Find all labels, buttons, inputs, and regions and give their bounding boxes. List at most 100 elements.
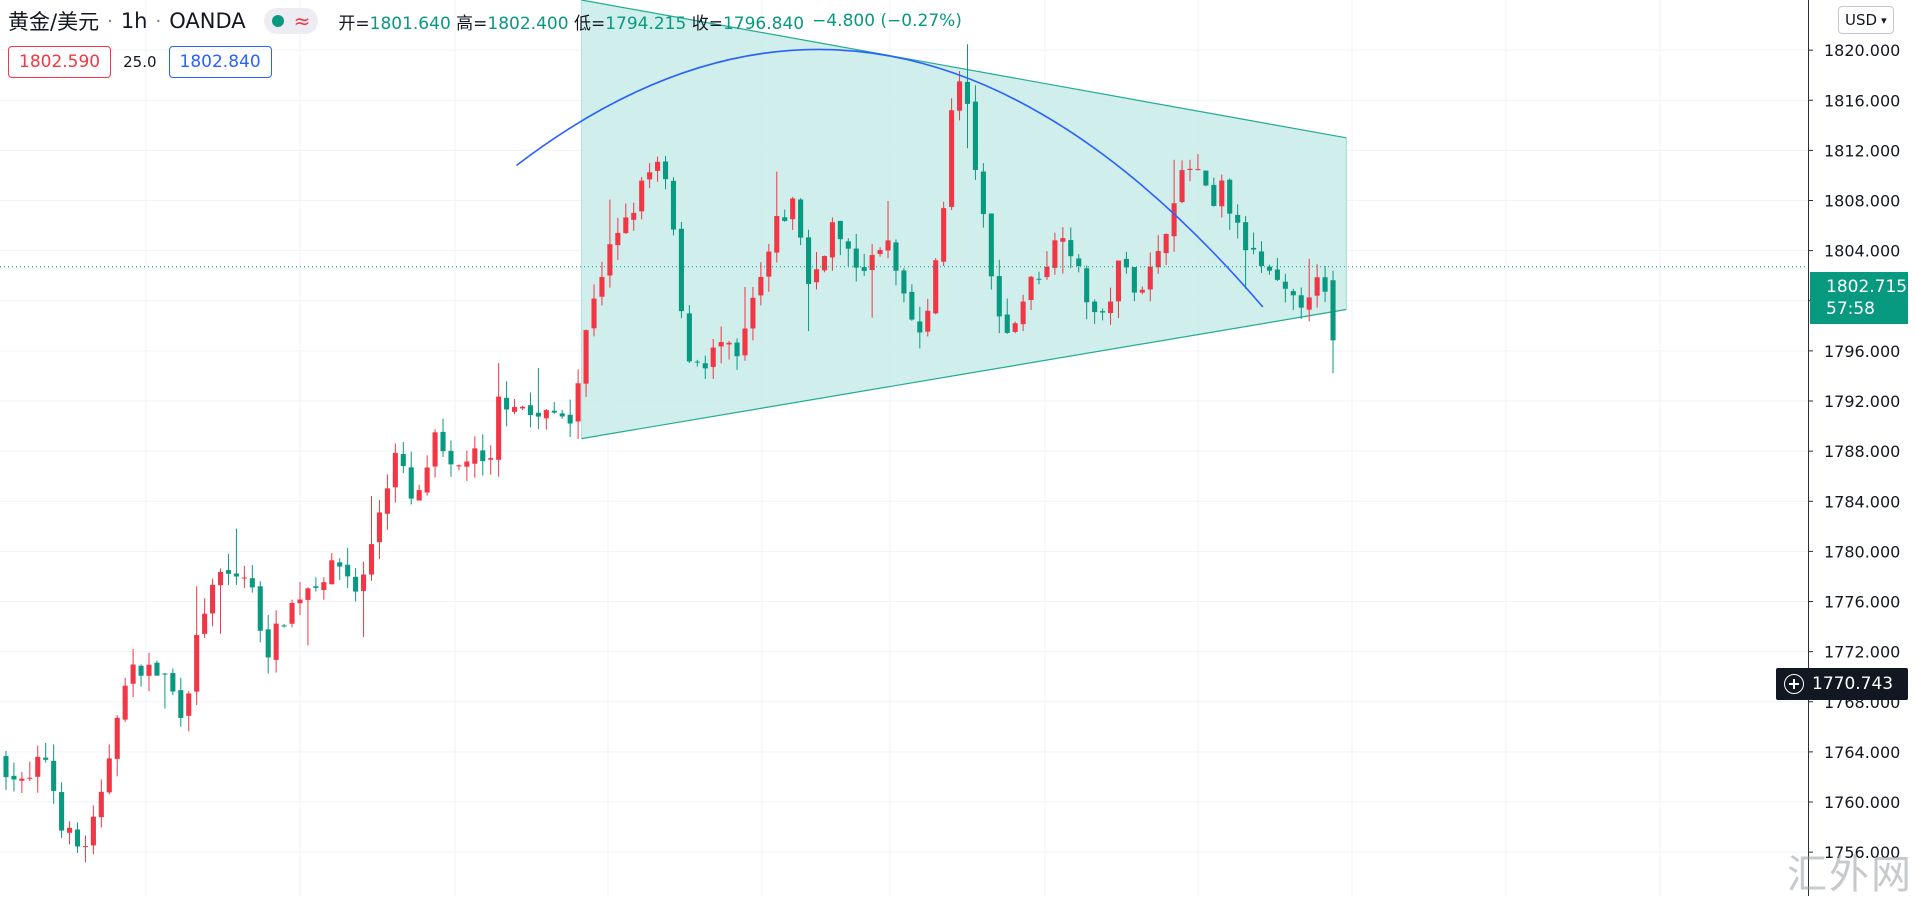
triangle-lower-line [581, 308, 1347, 440]
candle-body [408, 467, 414, 499]
candle-body [27, 777, 33, 779]
ohlc-values: 开=1801.640 高=1802.400 低=1794.215 收=1796.… [338, 9, 804, 34]
market-status-toggle[interactable]: ≈ [263, 8, 319, 34]
candle-body [202, 613, 208, 634]
candle-body [257, 586, 263, 631]
candle-body [885, 240, 891, 251]
candle-body [559, 413, 565, 417]
candle-body [353, 576, 359, 592]
separator: · [155, 10, 162, 32]
price-axis-label: 1780.000 [1824, 542, 1900, 561]
candle-body [321, 582, 327, 591]
symbol-name[interactable]: 黄金/美元 [8, 10, 100, 34]
candle-body [472, 448, 478, 464]
candle-body [1004, 314, 1010, 333]
candle-body [1187, 168, 1193, 170]
candle-body [591, 298, 597, 329]
price-axis-label: 1796.000 [1824, 342, 1900, 361]
candle-body [567, 414, 573, 424]
candle-body [543, 410, 549, 419]
candle-body [1219, 180, 1225, 207]
candle-body [337, 562, 343, 567]
crosshair-price-label[interactable]: 1770.743 [1776, 668, 1908, 700]
candle-body [1203, 170, 1209, 186]
candle-body [289, 602, 295, 624]
candle-body [1163, 233, 1169, 254]
candle-body [448, 450, 454, 465]
candle-body [1036, 278, 1042, 280]
candle-body [1243, 222, 1249, 251]
candle-body [1084, 268, 1090, 303]
candle-body [512, 407, 518, 412]
candle-body [599, 277, 605, 297]
candle-body [1274, 269, 1280, 280]
price-axis-label: 1808.000 [1824, 192, 1900, 211]
candle-body [1258, 251, 1265, 266]
price-axis-label: 1764.000 [1824, 743, 1900, 762]
candle-body [1298, 295, 1304, 308]
candle-body [519, 406, 526, 409]
candle-body [774, 216, 780, 253]
candle-body [1195, 169, 1201, 171]
candle-body [678, 228, 684, 312]
candle-body [1060, 238, 1066, 242]
timeframe[interactable]: 1h [120, 9, 148, 33]
candle-body [273, 623, 279, 660]
add-alert-icon[interactable] [1784, 674, 1804, 694]
candle-body [35, 756, 41, 777]
candle-body [655, 161, 661, 171]
candle-body [941, 208, 947, 262]
price-axis-label: 1784.000 [1824, 492, 1900, 511]
candle-body [670, 180, 677, 230]
candle-body [837, 220, 843, 240]
candle-body [718, 342, 724, 347]
candle-body [1211, 184, 1217, 206]
candle-body [305, 588, 311, 600]
candle-body [11, 775, 17, 780]
buy-price-button[interactable]: 1802.840 [168, 46, 272, 78]
data-source: OANDA [169, 9, 246, 33]
candle-body [734, 342, 740, 357]
candle-body [806, 237, 812, 284]
currency-selector[interactable]: USD ▾ [1838, 6, 1894, 34]
candle-body [813, 269, 820, 283]
candle-body [742, 328, 748, 356]
price-axis-label: 1820.000 [1824, 41, 1900, 60]
candle-body [504, 397, 510, 410]
candle-body [1266, 266, 1272, 271]
tilde-icon: ≈ [293, 9, 311, 33]
currency-label: USD [1845, 11, 1878, 29]
candle-body [480, 450, 486, 462]
candle-body [790, 198, 796, 220]
candle-body [1290, 291, 1296, 296]
candle-body [631, 212, 637, 220]
candle-body [623, 217, 629, 234]
candle-body [917, 321, 923, 333]
candle-body [376, 512, 382, 543]
triangle-pattern-fill [581, 0, 1347, 439]
open-value: 1801.640 [369, 13, 451, 34]
candle-body [575, 383, 581, 422]
candle-body [297, 599, 303, 604]
high-value: 1802.400 [487, 13, 569, 34]
candle-body [972, 101, 978, 170]
candle-body [551, 410, 557, 413]
candle-body [1052, 240, 1058, 268]
candle-body [432, 432, 438, 467]
sell-price-button[interactable]: 1802.590 [8, 46, 112, 78]
candle-body [130, 664, 136, 684]
candle-body [496, 396, 502, 460]
candle-body [583, 330, 589, 384]
candle-body [1068, 240, 1074, 257]
candle-body [186, 693, 192, 716]
candle-body [607, 244, 613, 276]
candle-body [766, 251, 772, 277]
candle-body [1131, 267, 1137, 293]
candle-body [146, 664, 152, 676]
candle-body [861, 267, 867, 271]
candle-body [996, 276, 1002, 317]
candle-body [869, 255, 875, 271]
candle-body [51, 760, 57, 791]
